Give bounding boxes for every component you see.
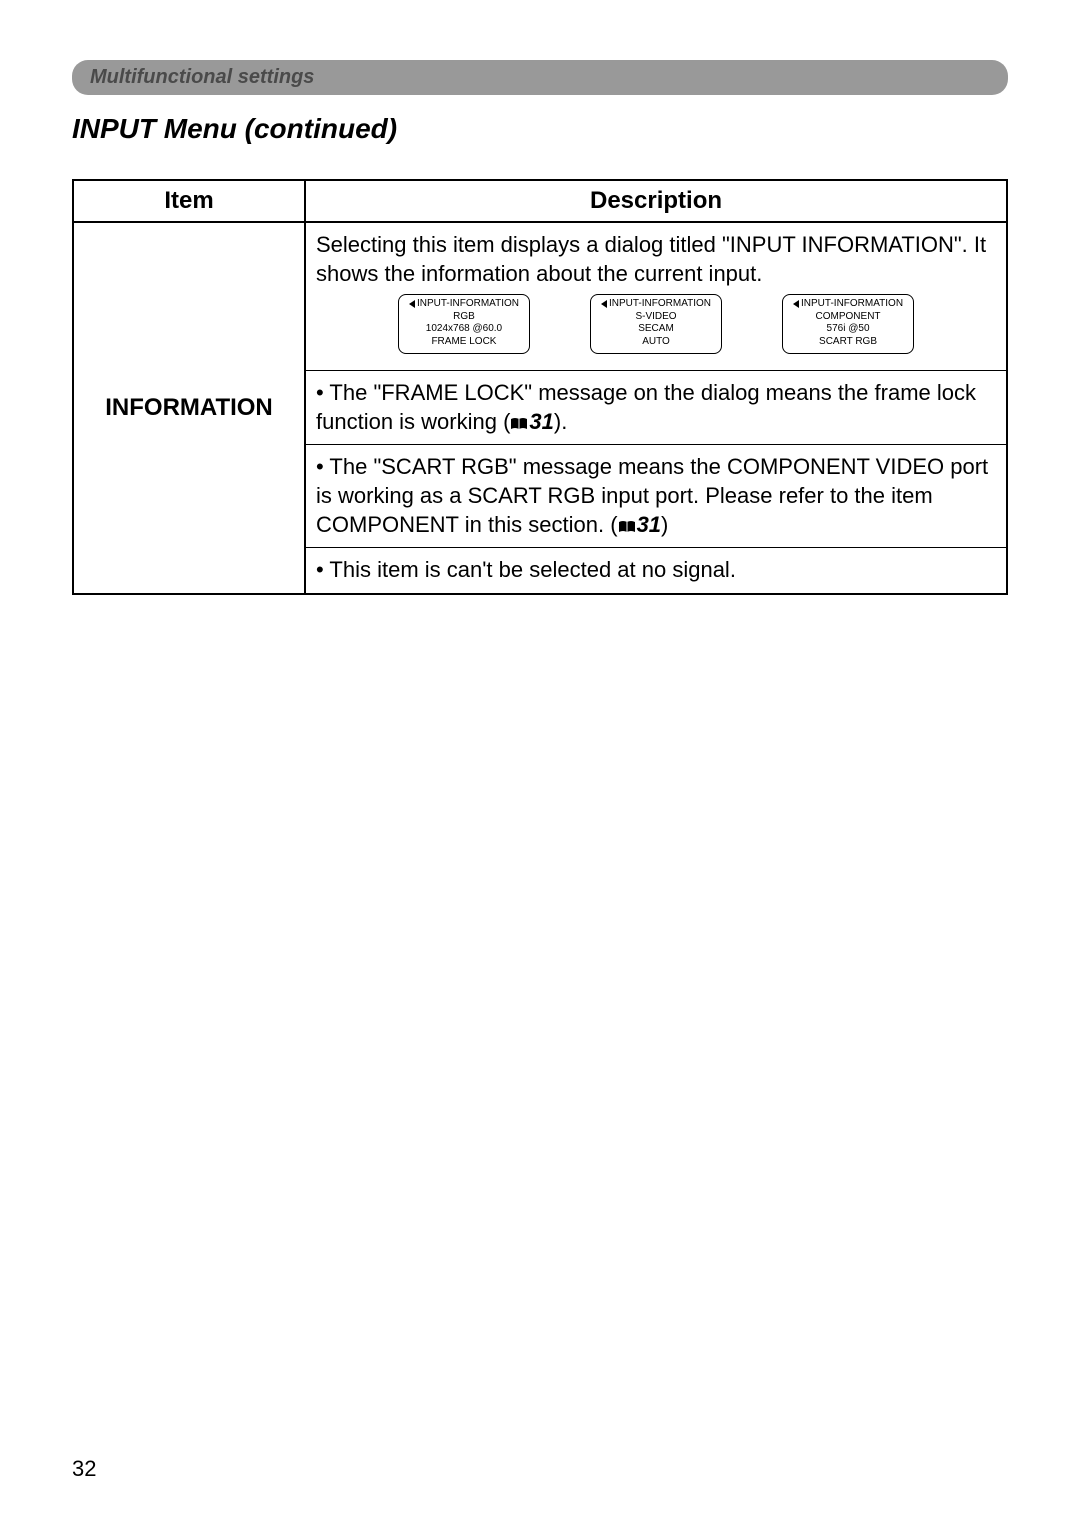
- info-box-line: 1024x768 @60.0: [409, 323, 519, 336]
- header-item: Item: [73, 180, 305, 222]
- info-box-header: INPUT-INFORMATION: [601, 298, 711, 311]
- bullet-text: • This item is can't be selected at no s…: [316, 557, 736, 582]
- bullet-block: • The "FRAME LOCK" message on the dialog…: [306, 370, 1006, 444]
- book-icon: [618, 520, 636, 534]
- bullet-suffix: ): [661, 512, 668, 537]
- section-header-text: Multifunctional settings: [90, 66, 314, 88]
- section-header: Multifunctional settings: [72, 60, 1008, 95]
- header-description: Description: [305, 180, 1007, 222]
- info-box-line: COMPONENT: [793, 311, 903, 324]
- page-ref: 31: [637, 512, 661, 537]
- triangle-icon: [793, 300, 799, 308]
- info-box-title: INPUT-INFORMATION: [609, 298, 711, 311]
- table-header-row: Item Description: [73, 180, 1007, 222]
- table-row: INFORMATION Selecting this item displays…: [73, 222, 1007, 594]
- book-icon: [510, 417, 528, 431]
- info-box: INPUT-INFORMATION RGB 1024x768 @60.0 FRA…: [398, 294, 530, 354]
- bullet-text: • The "FRAME LOCK" message on the dialog…: [316, 380, 976, 434]
- bullet-block: • The "SCART RGB" message means the COMP…: [306, 444, 1006, 547]
- triangle-icon: [601, 300, 607, 308]
- page-title: INPUT Menu (continued): [72, 113, 1008, 145]
- info-box-line: SCART RGB: [793, 336, 903, 349]
- info-box-header: INPUT-INFORMATION: [409, 298, 519, 311]
- info-box-line: FRAME LOCK: [409, 336, 519, 349]
- page-ref: 31: [529, 409, 553, 434]
- info-box-header: INPUT-INFORMATION: [793, 298, 903, 311]
- triangle-icon: [409, 300, 415, 308]
- bullet-block: • This item is can't be selected at no s…: [306, 547, 1006, 593]
- document-page: Multifunctional settings INPUT Menu (con…: [0, 0, 1080, 1532]
- info-box-line: AUTO: [601, 336, 711, 349]
- info-box-line: RGB: [409, 311, 519, 324]
- info-box-line: SECAM: [601, 323, 711, 336]
- info-box: INPUT-INFORMATION COMPONENT 576i @50 SCA…: [782, 294, 914, 354]
- intro-block: Selecting this item displays a dialog ti…: [306, 223, 1006, 370]
- info-box: INPUT-INFORMATION S-VIDEO SECAM AUTO: [590, 294, 722, 354]
- info-boxes-container: INPUT-INFORMATION RGB 1024x768 @60.0 FRA…: [316, 288, 996, 362]
- info-box-line: 576i @50: [793, 323, 903, 336]
- bullet-suffix: ).: [554, 409, 567, 434]
- intro-text: Selecting this item displays a dialog ti…: [316, 231, 996, 288]
- info-box-line: S-VIDEO: [601, 311, 711, 324]
- item-cell: INFORMATION: [73, 222, 305, 594]
- page-number: 32: [72, 1456, 96, 1482]
- info-box-title: INPUT-INFORMATION: [417, 298, 519, 311]
- input-menu-table: Item Description INFORMATION Selecting t…: [72, 179, 1008, 595]
- description-cell: Selecting this item displays a dialog ti…: [305, 222, 1007, 594]
- info-box-title: INPUT-INFORMATION: [801, 298, 903, 311]
